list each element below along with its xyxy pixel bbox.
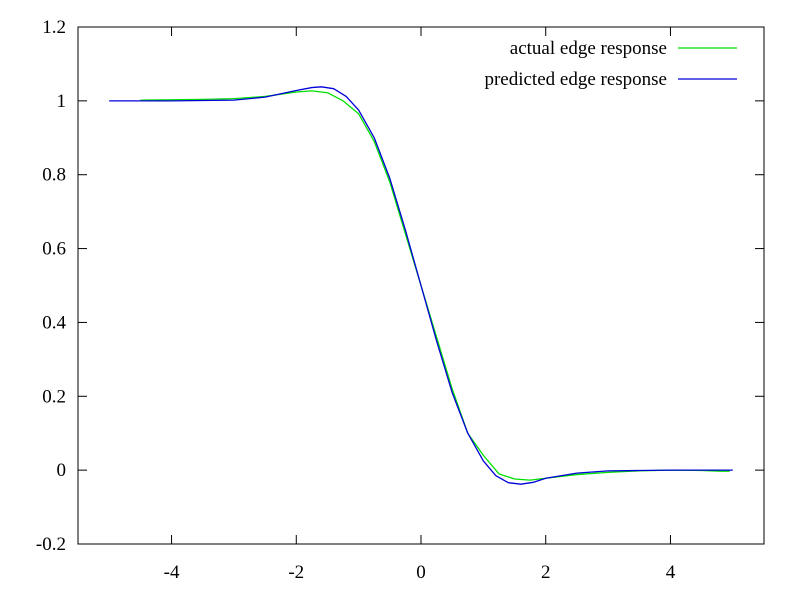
y-tick-label: 0 (57, 460, 67, 481)
x-tick-label: -2 (288, 562, 304, 583)
x-tick-label: 0 (416, 562, 426, 583)
actual-edge-response-line (140, 90, 730, 481)
legend-label: predicted edge response (484, 69, 667, 90)
y-tick-label: 0.6 (42, 239, 66, 260)
ticks-layer: -4 -2 0 2 4 -0.2 0 0.2 0.4 0.6 0.8 1 1.2 (36, 17, 764, 583)
x-tick-label: 4 (666, 562, 676, 583)
y-tick-label: 0.2 (42, 386, 66, 407)
legend: actual edge response predicted edge respo… (484, 38, 737, 90)
predicted-edge-response-line (109, 86, 733, 485)
y-tick-label: 1 (57, 91, 67, 112)
y-tick-label: -0.2 (36, 534, 66, 555)
y-tick-label: 0.8 (42, 165, 66, 186)
x-tick-label: -4 (164, 562, 180, 583)
y-tick-label: 0.4 (42, 312, 66, 333)
legend-label: actual edge response (510, 38, 667, 59)
x-tick-label: 2 (541, 562, 551, 583)
y-tick-label: 1.2 (42, 17, 66, 38)
series-layer (109, 86, 733, 485)
